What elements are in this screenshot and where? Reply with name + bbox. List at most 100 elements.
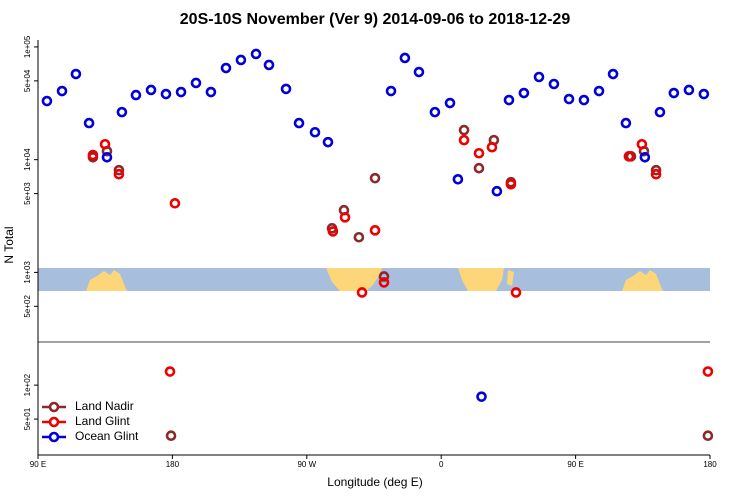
land xyxy=(458,268,504,291)
x-tick-label: 90 W xyxy=(297,460,316,469)
point xyxy=(250,48,262,60)
point xyxy=(636,138,648,150)
chart-title: 20S-10S November (Ver 9) 2014-09-06 to 2… xyxy=(180,11,571,28)
point xyxy=(620,117,632,129)
y-tick-label: 1e+03 xyxy=(23,261,32,284)
x-axis-label: Longitude (deg E) xyxy=(327,475,422,489)
point xyxy=(698,88,710,100)
land xyxy=(326,268,382,291)
legend-label: Land Nadir xyxy=(75,399,134,413)
point xyxy=(87,149,99,161)
point xyxy=(510,287,522,298)
point xyxy=(702,366,714,377)
y-tick-label: 1e+05 xyxy=(23,35,32,58)
point xyxy=(593,85,605,97)
point xyxy=(413,66,425,78)
point xyxy=(505,178,517,190)
point xyxy=(113,164,125,176)
x-tick-label: 180 xyxy=(703,460,717,469)
point xyxy=(476,391,487,402)
point xyxy=(683,84,695,96)
point xyxy=(458,134,470,146)
point xyxy=(607,68,619,80)
point xyxy=(235,54,247,66)
point xyxy=(702,430,714,441)
point xyxy=(486,141,498,153)
point xyxy=(130,89,142,101)
point xyxy=(322,136,334,148)
point xyxy=(668,87,680,99)
point xyxy=(309,126,321,138)
point xyxy=(113,168,125,180)
point xyxy=(623,151,635,162)
y-tick-label: 5e+04 xyxy=(23,69,32,92)
point xyxy=(654,106,666,118)
x-tick-label: 90 E xyxy=(567,460,583,469)
point xyxy=(220,62,232,74)
x-tick-label: 0 xyxy=(439,460,444,469)
legend-marker xyxy=(48,401,60,413)
point xyxy=(369,172,381,184)
point xyxy=(83,117,95,129)
y-tick-label: 1e+02 xyxy=(23,373,32,396)
point xyxy=(429,106,441,118)
point xyxy=(175,86,187,98)
y-tick-label: 5e+01 xyxy=(23,407,32,430)
land xyxy=(622,270,663,291)
point xyxy=(280,83,292,95)
x-tick-label: 90 E xyxy=(30,460,46,469)
legend-marker xyxy=(48,416,60,428)
land xyxy=(507,270,514,286)
point xyxy=(339,212,351,223)
point xyxy=(145,84,157,96)
point xyxy=(518,87,530,99)
point xyxy=(99,138,111,150)
y-tick-label: 5e+03 xyxy=(23,182,32,205)
point xyxy=(650,168,662,180)
point xyxy=(327,226,339,237)
point xyxy=(378,277,390,288)
point xyxy=(444,97,456,109)
map-background xyxy=(38,268,710,291)
point xyxy=(41,95,53,107)
point xyxy=(491,185,503,197)
point xyxy=(473,147,485,159)
y-tick-label: 1e+04 xyxy=(23,148,32,171)
point xyxy=(452,173,464,185)
point xyxy=(169,198,181,209)
point xyxy=(101,151,113,163)
legend-marker xyxy=(48,431,60,443)
point xyxy=(563,93,575,105)
point xyxy=(399,52,411,64)
point xyxy=(70,68,82,80)
point xyxy=(458,124,470,136)
point xyxy=(473,162,485,174)
legend-label: Land Glint xyxy=(75,414,130,428)
point xyxy=(369,225,381,236)
point xyxy=(190,77,202,89)
point xyxy=(160,88,172,100)
point xyxy=(353,231,365,243)
land xyxy=(86,270,127,291)
point xyxy=(164,366,176,377)
point xyxy=(378,271,390,282)
point xyxy=(533,71,545,83)
y-tick-label: 5e+02 xyxy=(23,295,32,318)
x-tick-label: 180 xyxy=(166,460,180,469)
point xyxy=(56,85,68,97)
point xyxy=(385,85,397,97)
point xyxy=(639,151,651,163)
y-axis-label: N Total xyxy=(2,226,16,263)
point xyxy=(293,117,305,129)
point xyxy=(548,78,560,90)
point xyxy=(116,106,128,118)
point xyxy=(205,86,217,98)
point xyxy=(263,59,275,71)
point xyxy=(503,94,515,106)
point xyxy=(578,94,590,106)
legend-label: Ocean Glint xyxy=(75,429,139,443)
point xyxy=(650,164,662,176)
point xyxy=(165,430,177,441)
